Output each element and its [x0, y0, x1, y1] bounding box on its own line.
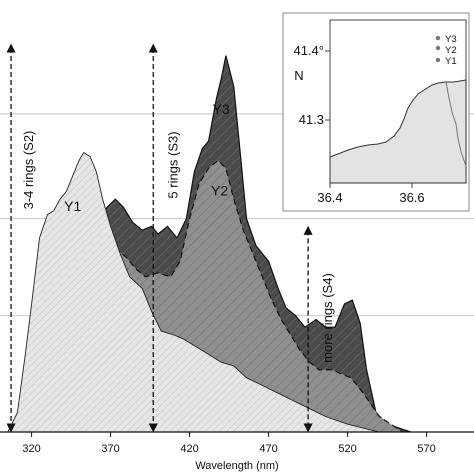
- map-site-y3: [435, 35, 441, 41]
- series-label-y3: Y3: [213, 101, 230, 117]
- map-river: [445, 81, 467, 167]
- x-axis-ticks: 320 370 420 470 520 570: [22, 432, 436, 455]
- map-land: [329, 79, 467, 184]
- annotation-2: 5 rings (S3): [165, 131, 180, 198]
- map-y-axis-letter: N: [294, 68, 303, 83]
- x-tick-label: 470: [259, 443, 277, 455]
- ring-range-arrows: [6, 43, 313, 433]
- chart-annotations: 3-4 rings (S2) 5 rings (S3) more rings (S4…: [21, 101, 335, 363]
- map-x-tick-36-6: 36.6: [399, 190, 424, 205]
- x-tick-label: 320: [22, 443, 40, 455]
- series-label-y2: Y2: [211, 182, 228, 198]
- map-legend-y3: Y3: [445, 34, 457, 45]
- map-legend: Y3 Y2 Y1: [435, 34, 457, 67]
- x-tick-label: 520: [338, 443, 356, 455]
- series-y1-hatch: [7, 152, 380, 432]
- annotation-1: 3-4 rings (S2): [21, 131, 36, 210]
- map-axis-ticks: [325, 50, 413, 188]
- map-y-tick-41-3: 41.3: [299, 112, 324, 127]
- annotation-3: more rings (S4): [320, 273, 335, 363]
- series-y1-line: [7, 151, 380, 432]
- x-tick-label: 570: [417, 443, 435, 455]
- series-y3-line: [54, 55, 411, 432]
- x-tick-label: 420: [180, 443, 198, 455]
- map-site-y2: [435, 45, 441, 51]
- inset-map: 41.4° N 41.3 36.4 36.6 Y3 Y2 Y1: [282, 12, 470, 212]
- map-legend-y2: Y2: [445, 45, 457, 56]
- map-y-tick-41-4: 41.4°: [293, 43, 324, 58]
- map-x-tick-36-4: 36.4: [317, 190, 342, 205]
- series-label-y1: Y1: [64, 198, 81, 214]
- map-site-y1: [435, 57, 441, 63]
- map-legend-y1: Y1: [445, 56, 457, 67]
- x-axis-label: Wavelength (nm): [195, 460, 278, 472]
- x-tick-label: 370: [101, 443, 119, 455]
- spectra-areas: [7, 55, 411, 432]
